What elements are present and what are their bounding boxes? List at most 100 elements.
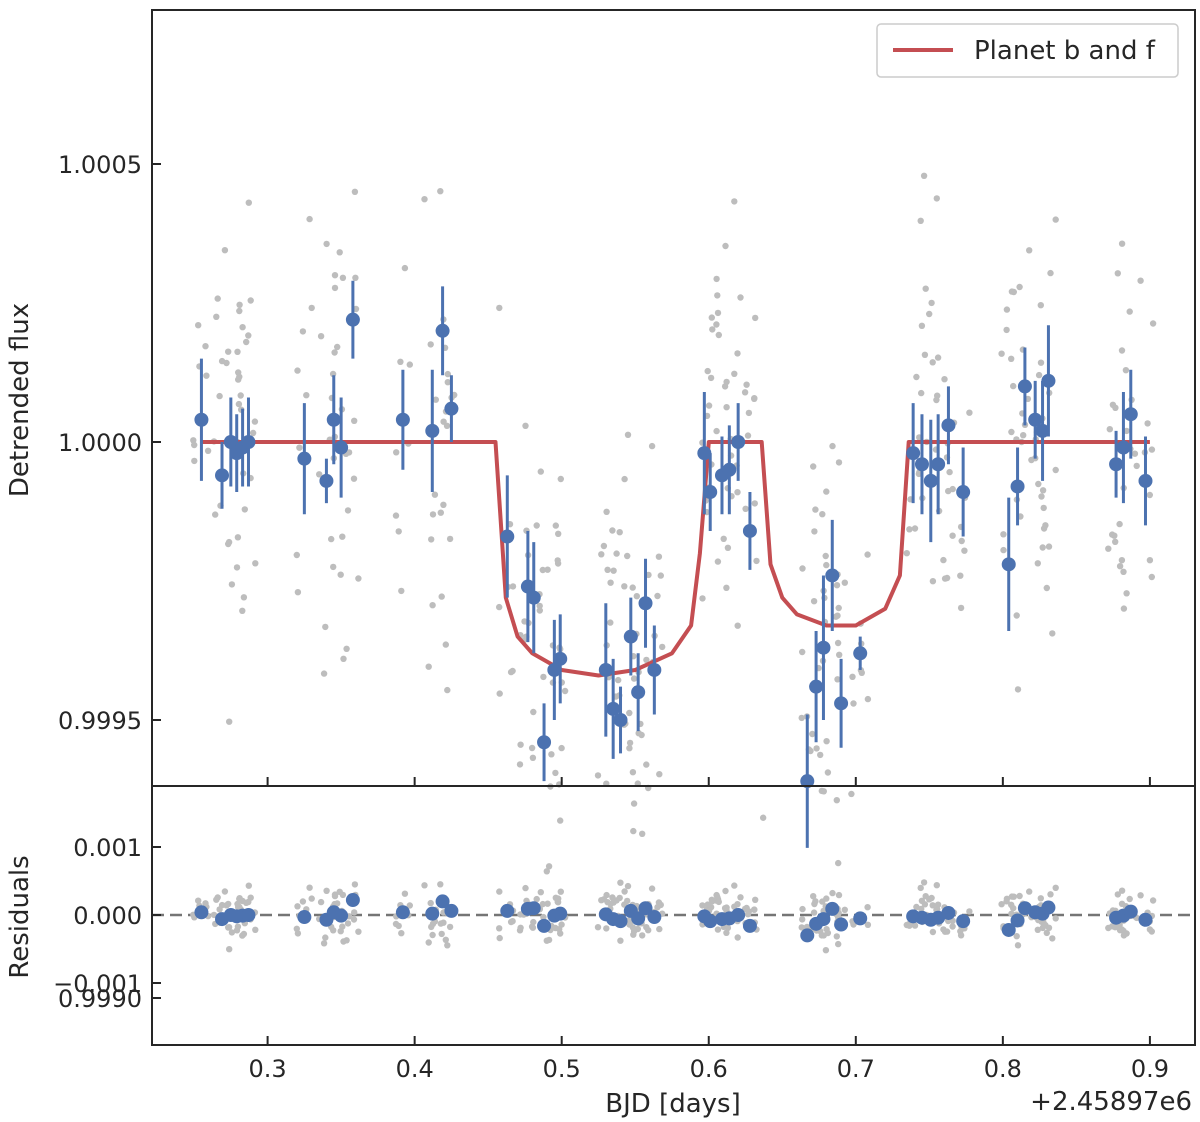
raw-residual-point bbox=[537, 889, 544, 896]
binned-flux-point bbox=[914, 457, 929, 472]
raw-residual-point bbox=[917, 884, 924, 892]
raw-flux-point bbox=[195, 322, 202, 329]
raw-residual-point bbox=[799, 905, 806, 913]
raw-flux-point bbox=[810, 463, 817, 470]
raw-residual-point bbox=[1149, 897, 1157, 904]
raw-residual-point bbox=[306, 884, 313, 891]
raw-residual-point bbox=[517, 924, 524, 931]
raw-residual-point bbox=[245, 882, 252, 889]
raw-flux-point bbox=[626, 709, 633, 717]
raw-flux-point bbox=[626, 745, 633, 752]
raw-flux-point bbox=[320, 670, 328, 677]
raw-residual-point bbox=[799, 916, 806, 923]
raw-residual-point bbox=[929, 902, 936, 909]
raw-flux-point bbox=[809, 730, 816, 738]
raw-flux-point bbox=[1014, 686, 1022, 693]
binned-residual-point bbox=[731, 908, 746, 922]
raw-flux-point bbox=[440, 418, 447, 425]
raw-flux-point bbox=[392, 512, 400, 519]
raw-flux-point bbox=[296, 444, 303, 451]
binned-residual-point bbox=[395, 905, 410, 920]
binned-flux-point bbox=[215, 468, 230, 483]
raw-flux-point bbox=[554, 560, 562, 567]
raw-flux-point bbox=[235, 369, 242, 376]
raw-flux-point bbox=[617, 879, 624, 886]
raw-flux-point bbox=[555, 530, 562, 537]
binned-flux-point bbox=[800, 774, 815, 789]
raw-residual-point bbox=[1003, 895, 1011, 902]
raw-flux-point bbox=[343, 645, 350, 652]
raw-flux-point bbox=[1122, 367, 1130, 374]
raw-residual-point bbox=[1034, 926, 1042, 933]
raw-residual-point bbox=[864, 921, 872, 928]
raw-flux-point bbox=[234, 534, 242, 541]
raw-residual-point bbox=[556, 926, 563, 933]
raw-flux-point bbox=[203, 372, 210, 379]
raw-flux-point bbox=[724, 544, 732, 551]
binned-flux-point bbox=[435, 323, 450, 338]
y-tick-label: 1.0000 bbox=[58, 429, 142, 457]
raw-residual-point bbox=[539, 900, 546, 908]
raw-residual-point bbox=[323, 887, 330, 894]
raw-flux-point bbox=[807, 747, 814, 755]
raw-flux-point bbox=[191, 441, 198, 449]
raw-flux-point bbox=[654, 592, 661, 600]
raw-residual-point bbox=[723, 904, 730, 911]
binned-flux-point bbox=[223, 435, 238, 449]
binned-flux-point bbox=[742, 523, 757, 538]
raw-residual-point bbox=[594, 924, 602, 931]
x-offset-text: +2.45897e6 bbox=[1030, 1087, 1192, 1117]
binned-flux-point bbox=[809, 679, 824, 694]
raw-flux-point bbox=[344, 507, 352, 514]
binned-flux-point bbox=[1010, 479, 1025, 494]
raw-flux-point bbox=[594, 772, 602, 779]
raw-flux-point bbox=[799, 565, 806, 572]
raw-residual-point bbox=[428, 923, 435, 931]
raw-residual-point bbox=[1014, 942, 1022, 949]
x-tick-label: 0.9 bbox=[1131, 1055, 1169, 1083]
raw-residual-point bbox=[1040, 922, 1048, 929]
raw-flux-point bbox=[709, 326, 716, 333]
raw-flux-point bbox=[1131, 450, 1139, 457]
raw-flux-point bbox=[604, 566, 611, 573]
raw-flux-point bbox=[214, 295, 221, 302]
raw-flux-point bbox=[446, 535, 454, 543]
raw-flux-point bbox=[943, 574, 951, 582]
raw-residual-point bbox=[752, 896, 759, 903]
raw-flux-point bbox=[228, 581, 236, 588]
raw-flux-point bbox=[239, 324, 246, 331]
raw-flux-point bbox=[425, 663, 432, 670]
raw-flux-point bbox=[638, 731, 645, 739]
raw-flux-point bbox=[306, 215, 313, 223]
binned-residual-point bbox=[537, 918, 552, 933]
raw-flux-point bbox=[920, 172, 928, 179]
raw-flux-point bbox=[1105, 545, 1112, 552]
raw-residual-point bbox=[722, 887, 729, 895]
raw-flux-point bbox=[240, 594, 248, 601]
raw-flux-point bbox=[1037, 302, 1045, 309]
raw-flux-point bbox=[949, 532, 956, 539]
raw-flux-point bbox=[351, 188, 359, 195]
raw-flux-point bbox=[961, 547, 968, 554]
raw-flux-point bbox=[216, 392, 223, 400]
binned-residual-point bbox=[334, 908, 349, 923]
raw-flux-point bbox=[340, 655, 347, 662]
raw-residual-point bbox=[723, 929, 730, 936]
residuals-panel: −0.001 0.000 0.001 0.3 0.4 0.5 0.6 0.7 0.8 0.9 bbox=[53, 785, 1196, 1083]
raw-flux-point bbox=[437, 509, 444, 516]
raw-flux-point bbox=[212, 511, 219, 518]
legend-model-label: Planet b and f bbox=[974, 36, 1156, 66]
raw-flux-point bbox=[245, 332, 252, 339]
raw-residual-point bbox=[351, 881, 359, 888]
raw-flux-point bbox=[294, 367, 301, 374]
raw-flux-point bbox=[929, 359, 936, 366]
binned-residual-point bbox=[816, 912, 831, 927]
raw-flux-point bbox=[918, 389, 925, 397]
raw-residual-point bbox=[1045, 924, 1053, 931]
raw-residual-point bbox=[330, 927, 337, 934]
y-tick-label: 0.9995 bbox=[58, 707, 142, 735]
raw-residual-point bbox=[906, 922, 913, 929]
raw-residual-point bbox=[1120, 932, 1128, 939]
raw-flux-point bbox=[1008, 355, 1015, 362]
raw-flux-point bbox=[243, 338, 250, 346]
